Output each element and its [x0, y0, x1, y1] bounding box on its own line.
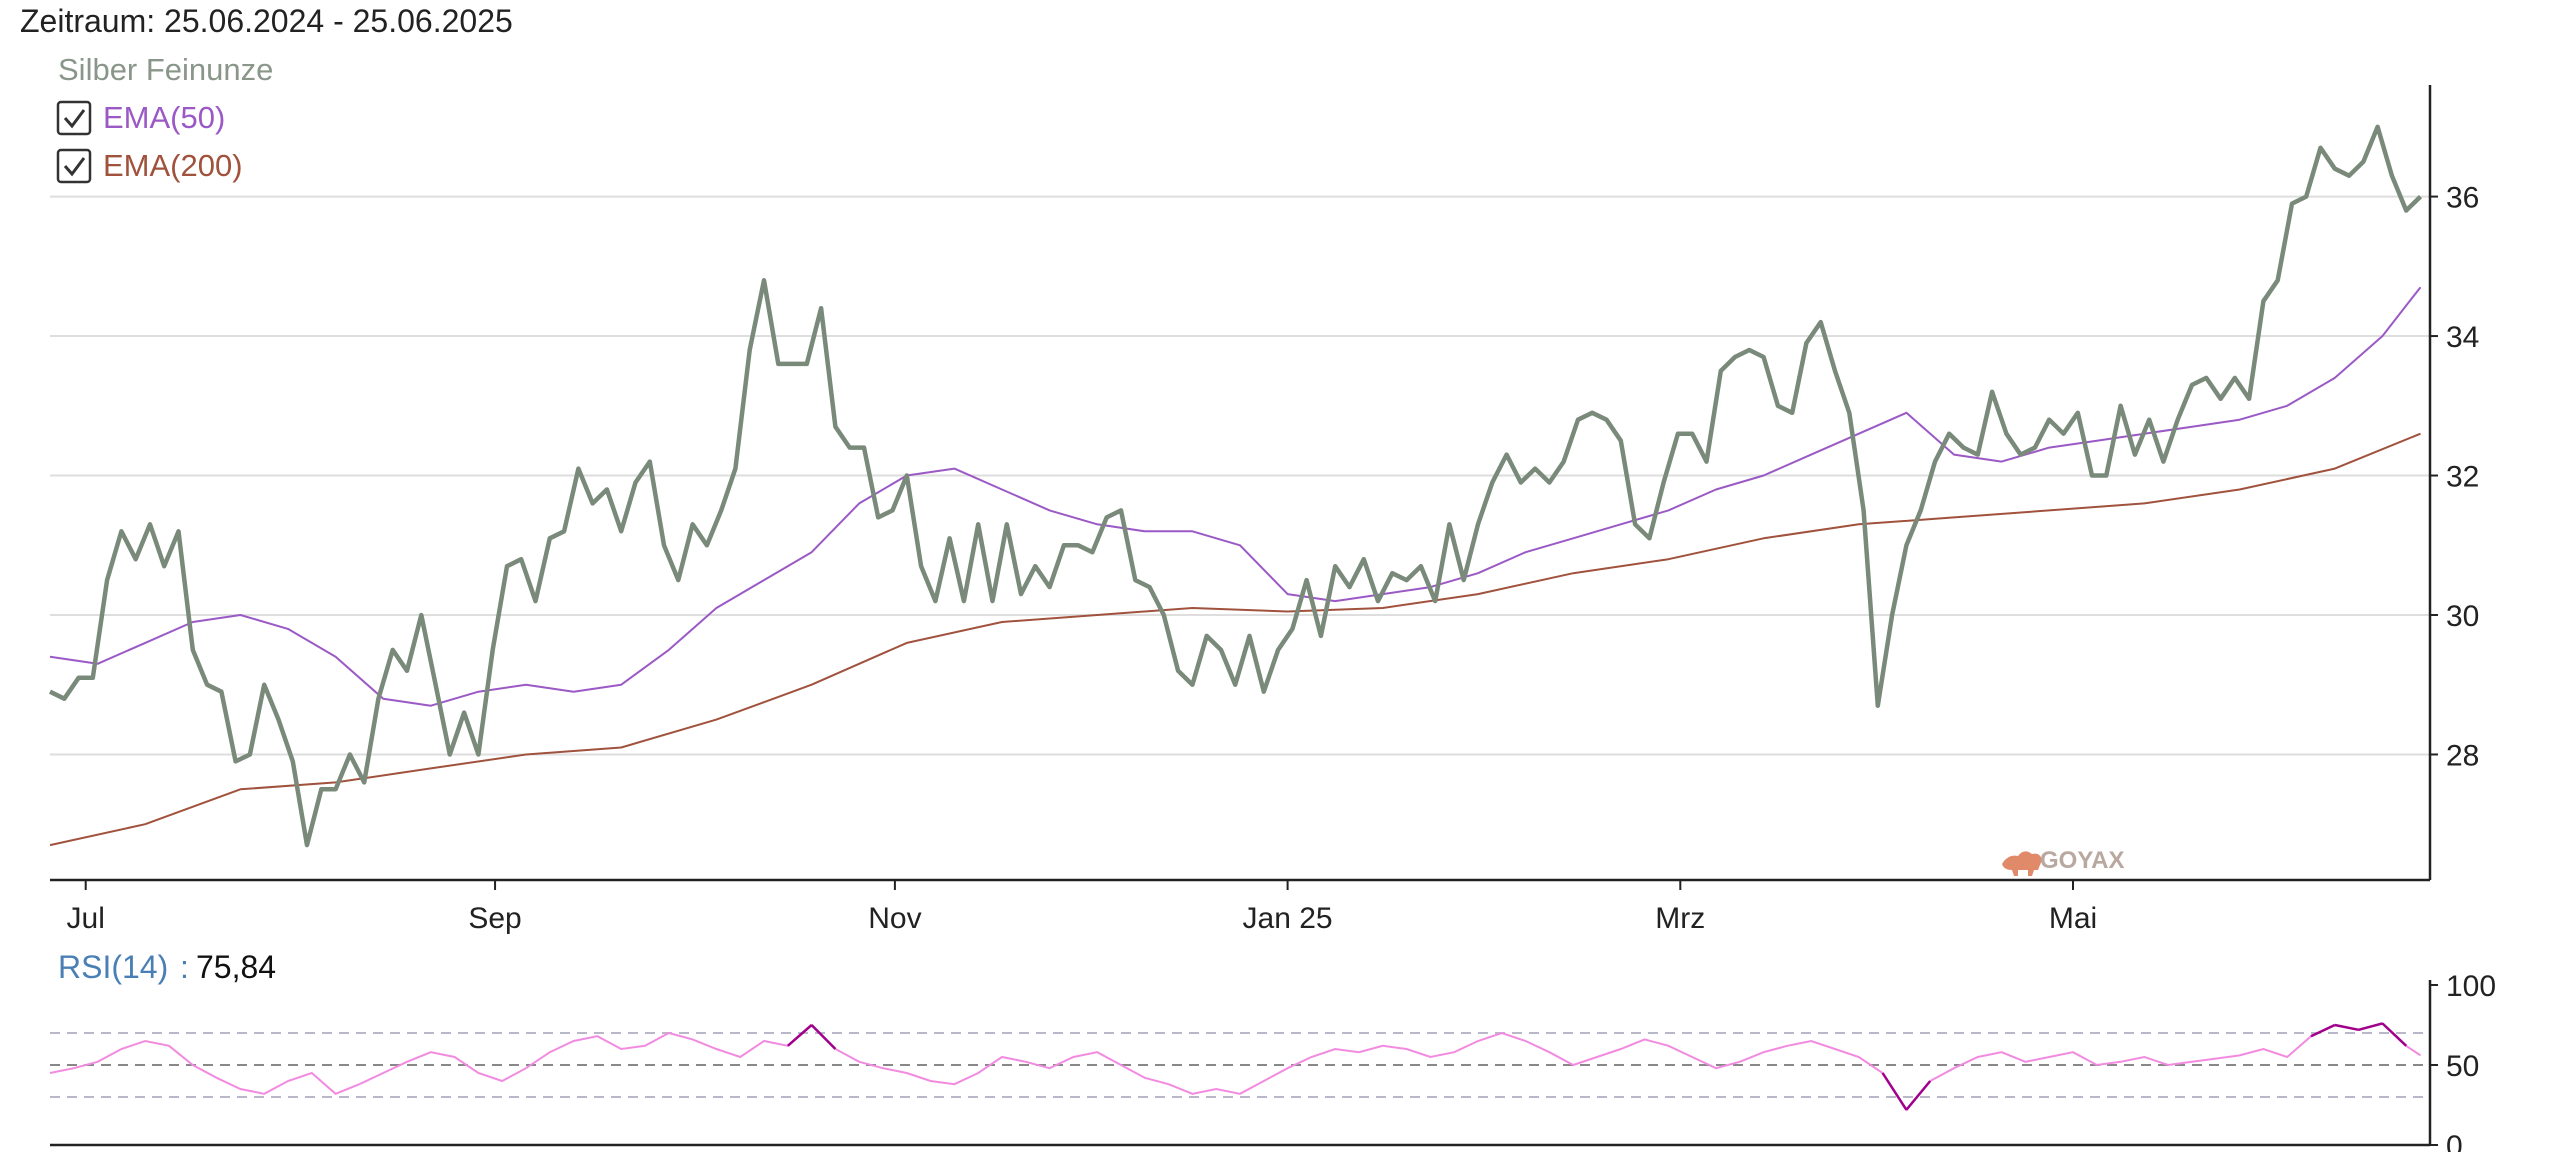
ema50-line — [49, 286, 2422, 707]
x-tick-label: Jul — [67, 902, 105, 935]
rsi-last-value: 75,84 — [196, 949, 276, 985]
legend-item-ema50[interactable]: EMA(50) — [56, 100, 225, 136]
rsi-extreme-segment — [2310, 1023, 2336, 1038]
rsi-extreme-segment — [2334, 1023, 2359, 1032]
y-tick-label: 34 — [2446, 321, 2479, 354]
rsi-line — [49, 1022, 2422, 1112]
ema200-check-icon — [63, 157, 86, 177]
rsi-title: RSI(14) — [58, 949, 168, 985]
ema200-checkbox[interactable] — [56, 148, 92, 184]
ema50-checkbox[interactable] — [56, 100, 92, 136]
rsi-extreme-segment — [2358, 1022, 2383, 1032]
watermark: GOYAX — [2002, 847, 2124, 876]
y-tick-label: 32 — [2446, 461, 2479, 494]
y-tick-label: 36 — [2446, 182, 2479, 215]
rsi-extreme-segment — [2381, 1022, 2408, 1047]
period-title: Zeitraum: 25.06.2024 - 25.06.2025 — [20, 3, 513, 39]
rsi-extreme-segment — [786, 1024, 813, 1047]
rsi-y-tick-label: 100 — [2446, 970, 2496, 1003]
x-tick-label: Mrz — [1655, 902, 1705, 935]
ema200-line — [49, 432, 2421, 847]
watermark-text: GOYAX — [2040, 847, 2124, 874]
bull-logo-icon — [2002, 851, 2042, 876]
x-tick-label: Mai — [2049, 902, 2097, 935]
rsi-extreme-segment — [1881, 1072, 1908, 1111]
main-grid — [50, 195, 2430, 756]
rsi-axes: 0 50 100 — [50, 970, 2496, 1152]
price-line — [49, 124, 2423, 848]
y-tick-label: 28 — [2446, 739, 2479, 772]
ema200-label: EMA(200) — [103, 148, 243, 183]
legend-item-ema200[interactable]: EMA(200) — [56, 148, 243, 184]
x-tick-label: Sep — [468, 902, 521, 935]
rsi-series — [49, 1022, 2422, 1112]
y-tick-label: 30 — [2446, 600, 2479, 633]
rsi-y-tick-label: 50 — [2446, 1050, 2479, 1083]
rsi-y-tick-label: 0 — [2446, 1130, 2463, 1152]
ema50-label: EMA(50) — [103, 100, 225, 135]
legend-main-label: Silber Feinunze — [58, 52, 273, 87]
rsi-extreme-segment — [1905, 1080, 1932, 1111]
x-tick-label: Nov — [868, 902, 921, 935]
main-series — [49, 124, 2423, 848]
rsi-grid — [50, 1032, 2430, 1098]
x-tick-label: Jan 25 — [1243, 902, 1333, 935]
ema50-check-icon — [63, 109, 86, 129]
main-axes: 28 30 32 34 36 Jul Sep Nov Jan 25 Mrz Mai — [50, 85, 2479, 935]
rsi-colon: : — [180, 949, 189, 985]
rsi-extreme-segment — [810, 1024, 837, 1050]
